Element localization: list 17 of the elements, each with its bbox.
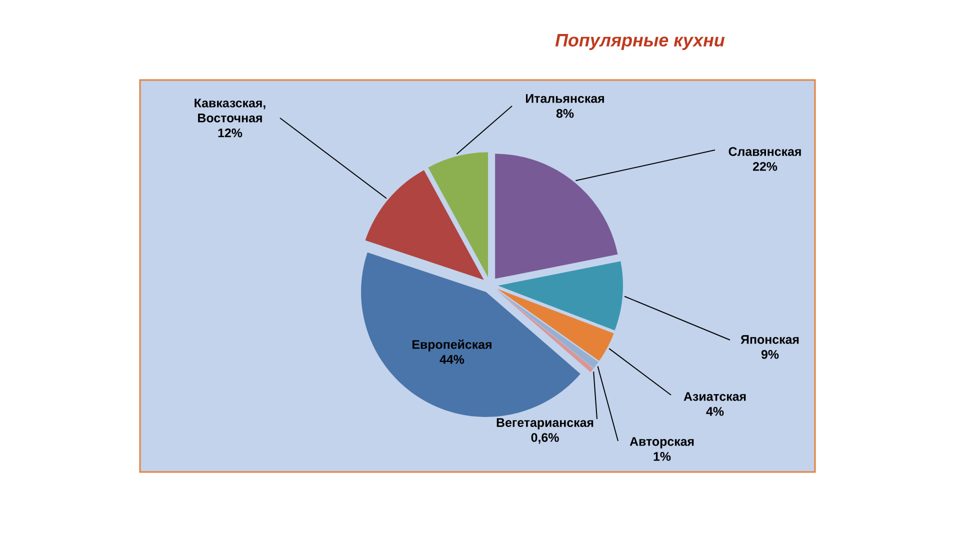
data-label: 9%: [761, 350, 779, 359]
data-label: 0,6%: [531, 433, 559, 444]
slice-label: Азиатская: [684, 392, 746, 401]
data-label: 22%: [752, 162, 778, 171]
slice-label: Вегетарианская: [496, 418, 594, 430]
slice-label: Европейская: [412, 340, 492, 352]
slice-label: Японская: [740, 335, 799, 344]
data-label: 44%: [440, 355, 464, 364]
slice-label: Авторская: [630, 437, 694, 448]
chart-title: Популярные кухни: [555, 34, 725, 50]
data-label: 12%: [218, 128, 242, 138]
data-label: 8%: [556, 109, 574, 118]
data-label: 4%: [706, 407, 724, 416]
slice-label: Кавказская, Восточная: [194, 98, 266, 122]
slice-label: Итальянская: [526, 94, 604, 103]
slice-label: Славянская: [728, 147, 801, 156]
data-label: 1%: [654, 452, 671, 461]
